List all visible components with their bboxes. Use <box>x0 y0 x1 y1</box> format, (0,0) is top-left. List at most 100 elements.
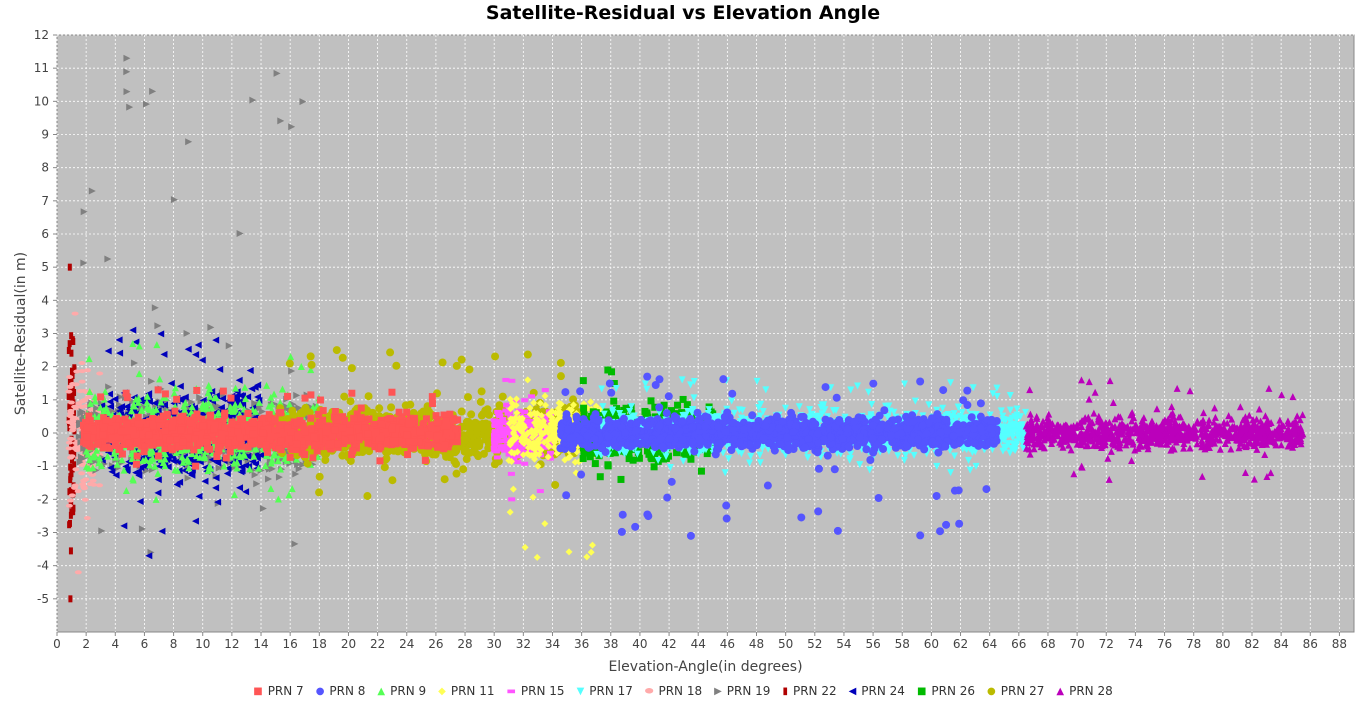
data-point <box>212 484 220 492</box>
data-point <box>219 395 227 403</box>
data-point <box>207 323 215 331</box>
y-tick-label: 3 <box>41 327 49 341</box>
data-point <box>503 430 511 435</box>
data-point <box>142 100 150 108</box>
data-point <box>569 395 578 404</box>
x-tick-label: 84 <box>1273 637 1288 651</box>
data-point <box>236 230 244 238</box>
data-point <box>508 497 516 502</box>
data-point <box>176 382 184 390</box>
data-point <box>70 372 75 380</box>
data-point <box>250 452 258 460</box>
x-tick-label: 52 <box>807 637 822 651</box>
x-tick-label: 36 <box>574 637 589 651</box>
data-point <box>521 398 529 403</box>
data-point <box>387 403 396 412</box>
data-point <box>179 458 187 466</box>
data-point <box>364 392 373 401</box>
data-point <box>85 355 93 363</box>
data-point <box>214 459 222 467</box>
data-point <box>255 398 263 406</box>
data-point <box>188 403 196 411</box>
x-tick-label: 10 <box>195 637 210 651</box>
data-point <box>188 450 196 458</box>
data-point <box>86 456 94 464</box>
data-point <box>246 465 254 473</box>
data-point <box>70 394 75 402</box>
data-point <box>153 341 161 349</box>
data-point <box>73 369 81 374</box>
data-point <box>66 384 74 389</box>
data-point <box>199 396 207 404</box>
data-point <box>129 398 137 406</box>
data-point <box>84 395 92 400</box>
data-point <box>523 350 532 359</box>
data-point <box>128 407 136 415</box>
data-point <box>481 435 490 444</box>
data-point <box>161 462 169 470</box>
data-point <box>507 471 515 476</box>
data-point <box>138 525 146 533</box>
x-tick-label: 4 <box>111 637 119 651</box>
data-point <box>149 87 157 95</box>
x-tick-label: 62 <box>953 637 968 651</box>
data-point <box>105 390 113 398</box>
data-point <box>69 428 77 433</box>
data-point <box>72 388 77 396</box>
x-tick-label: 68 <box>1040 637 1055 651</box>
data-point <box>67 263 72 271</box>
data-point <box>596 473 604 481</box>
data-point <box>251 471 259 479</box>
data-point <box>69 367 74 375</box>
data-point <box>306 352 315 361</box>
data-point <box>115 401 123 409</box>
data-point <box>297 363 305 371</box>
data-point <box>78 379 86 384</box>
data-point <box>494 409 502 414</box>
data-point <box>93 404 101 412</box>
x-tick-label: 0 <box>53 637 61 651</box>
x-tick-label: 82 <box>1244 637 1259 651</box>
data-point <box>78 471 86 476</box>
data-point <box>101 388 109 396</box>
y-tick-label: -4 <box>37 559 49 573</box>
data-point <box>71 311 79 316</box>
data-point <box>91 397 99 405</box>
data-point <box>498 445 506 450</box>
data-point <box>156 375 164 383</box>
data-point <box>69 332 74 340</box>
data-point <box>84 450 92 458</box>
x-tick-label: 42 <box>661 637 676 651</box>
data-point <box>214 498 222 506</box>
data-point <box>65 440 73 445</box>
data-point <box>255 405 263 413</box>
data-point <box>185 138 193 146</box>
data-point <box>104 408 112 416</box>
y-tick-label: 5 <box>41 260 49 274</box>
data-point <box>198 356 206 364</box>
data-point <box>157 330 165 338</box>
data-point <box>498 439 506 444</box>
data-point <box>338 353 347 362</box>
data-point <box>491 423 499 428</box>
data-point <box>112 471 120 479</box>
data-point <box>472 438 481 447</box>
data-point <box>293 391 301 399</box>
data-point <box>151 304 159 312</box>
data-point <box>84 368 92 373</box>
data-point <box>184 474 192 482</box>
data-point <box>551 480 560 489</box>
data-point <box>380 463 389 472</box>
data-point <box>502 377 510 382</box>
data-point <box>186 455 194 463</box>
data-point <box>473 450 482 459</box>
data-point <box>98 527 106 535</box>
data-point <box>273 69 281 77</box>
data-point <box>86 399 94 407</box>
data-point <box>67 521 72 529</box>
data-point <box>201 477 209 485</box>
data-point <box>579 377 587 385</box>
data-point <box>96 403 104 411</box>
data-point <box>120 466 128 474</box>
data-point <box>231 400 239 408</box>
